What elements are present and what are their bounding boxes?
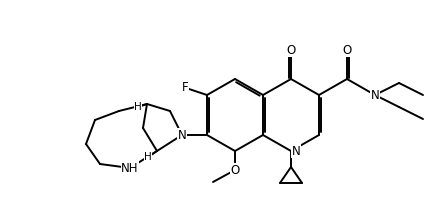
Text: H: H [144,152,152,162]
Text: F: F [182,81,188,94]
Text: N: N [292,145,301,158]
Text: H: H [134,102,142,112]
Text: N: N [178,128,186,141]
Text: O: O [230,163,240,176]
Text: N: N [371,88,379,101]
Text: NH: NH [121,161,139,174]
Text: O: O [286,44,296,57]
Text: O: O [342,44,352,57]
